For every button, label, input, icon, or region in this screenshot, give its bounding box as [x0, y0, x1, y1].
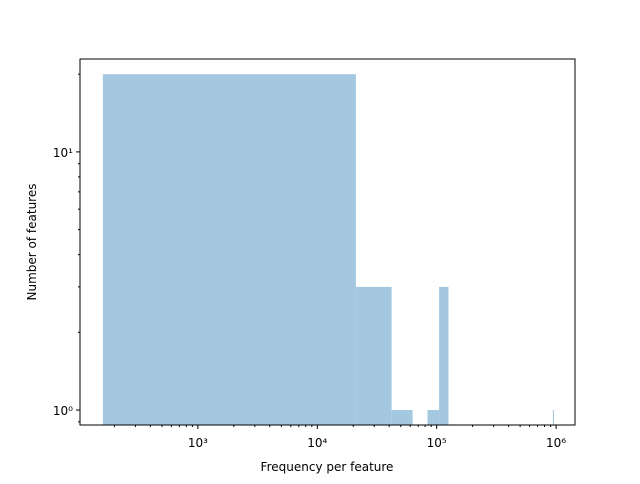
- y-axis-label: Number of features: [25, 184, 39, 301]
- x-tick-label: 10⁵: [427, 436, 447, 450]
- y-tick-label: 10¹: [53, 146, 73, 160]
- bar: [427, 410, 440, 425]
- bar: [439, 286, 449, 425]
- bar: [552, 410, 555, 425]
- x-tick-label: 10³: [188, 436, 208, 450]
- plot-frame: [79, 58, 576, 426]
- bar: [102, 74, 356, 426]
- bar: [391, 410, 413, 425]
- x-axis-label: Frequency per feature: [261, 460, 394, 474]
- bar: [355, 286, 392, 425]
- y-tick-label: 10⁰: [53, 404, 73, 418]
- x-tick-label: 10⁴: [307, 436, 327, 450]
- x-tick-label: 10⁶: [546, 436, 566, 450]
